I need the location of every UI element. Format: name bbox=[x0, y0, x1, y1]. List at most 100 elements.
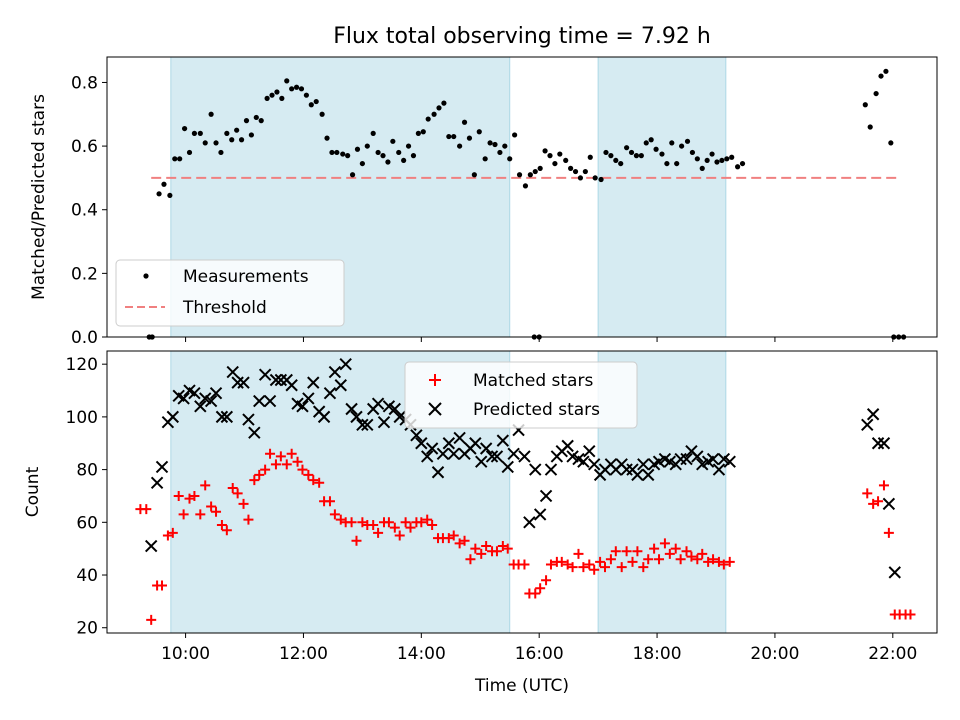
measurement-point bbox=[264, 95, 270, 101]
matched-stars-point bbox=[519, 559, 530, 570]
matched-stars-point bbox=[297, 464, 308, 475]
measurement-point bbox=[390, 138, 396, 144]
predicted-stars-point bbox=[415, 437, 428, 450]
measurement-point bbox=[370, 130, 376, 136]
matched-stars-point bbox=[600, 562, 610, 573]
measurement-point bbox=[471, 172, 477, 178]
measurement-point bbox=[873, 90, 879, 97]
legend-predicted-label: Predicted stars bbox=[473, 400, 600, 420]
top-panel: 0.00.20.40.60.8 Matched/Predicted stars … bbox=[29, 56, 938, 348]
measurement-point bbox=[234, 127, 240, 133]
measurement-point bbox=[466, 135, 473, 141]
matched-stars-point bbox=[535, 583, 546, 594]
matched-stars-point bbox=[157, 580, 168, 591]
measurement-point bbox=[284, 78, 290, 84]
matched-stars-point bbox=[638, 562, 649, 573]
x-tick-label: 20:00 bbox=[750, 644, 799, 664]
measurement-point bbox=[324, 135, 330, 141]
matched-stars-point bbox=[632, 546, 643, 557]
x-tick-label: 18:00 bbox=[633, 644, 682, 664]
predicted-stars-point bbox=[194, 400, 207, 413]
predicted-stars-point bbox=[706, 452, 720, 466]
matched-stars-point bbox=[232, 488, 243, 499]
measurement-point bbox=[638, 153, 644, 159]
measurement-point bbox=[719, 157, 725, 164]
measurement-point bbox=[186, 149, 193, 156]
legend-measurements-label: Measurements bbox=[183, 267, 309, 287]
measurement-point bbox=[608, 153, 614, 159]
predicted-stars-point bbox=[421, 450, 434, 463]
matched-stars-point bbox=[670, 543, 681, 554]
matched-stars-point bbox=[862, 488, 873, 499]
predicted-stars-point bbox=[248, 426, 261, 439]
measurement-point bbox=[689, 149, 696, 156]
matched-stars-point bbox=[481, 541, 492, 552]
predicted-stars-point bbox=[712, 463, 726, 476]
measurement-point bbox=[202, 140, 208, 146]
measurement-point bbox=[587, 154, 593, 160]
measurement-point bbox=[156, 191, 162, 197]
predicted-stars-point bbox=[533, 508, 547, 521]
measurement-point bbox=[532, 168, 538, 175]
legend-measurements-marker bbox=[143, 273, 149, 279]
measurement-point bbox=[537, 165, 543, 171]
matched-stars-point bbox=[275, 451, 286, 462]
measurement-point bbox=[191, 130, 198, 136]
x-tick-label: 14:00 bbox=[397, 644, 446, 664]
measurement-point bbox=[502, 143, 508, 149]
measurement-point bbox=[334, 149, 340, 156]
predicted-stars-point bbox=[296, 400, 309, 413]
predicted-stars-point bbox=[723, 455, 736, 468]
measurement-point bbox=[487, 140, 493, 146]
measurement-point bbox=[243, 118, 250, 124]
matched-stars-point bbox=[221, 525, 232, 536]
predicted-stars-point bbox=[496, 434, 510, 447]
legend-matched-label: Matched stars bbox=[473, 371, 593, 391]
predicted-stars-point bbox=[490, 450, 504, 463]
matched-stars-point bbox=[211, 506, 222, 517]
measurement-point bbox=[729, 154, 735, 160]
predicted-stars-point bbox=[410, 429, 423, 442]
matched-stars-point bbox=[589, 564, 600, 575]
measurement-point bbox=[709, 151, 715, 157]
predicted-stars-point bbox=[501, 460, 514, 474]
matched-stars-point bbox=[314, 477, 325, 488]
matched-stars-point bbox=[465, 554, 476, 565]
matched-stars-point bbox=[649, 543, 660, 554]
predicted-stars-point bbox=[242, 413, 255, 426]
measurement-point bbox=[431, 111, 437, 117]
predicted-stars-point bbox=[356, 418, 369, 432]
measurement-point bbox=[197, 130, 203, 136]
predicted-stars-point bbox=[888, 566, 901, 579]
measurement-point bbox=[364, 143, 370, 149]
matched-stars-point bbox=[530, 588, 541, 599]
bottom-legend: Matched stars Predicted stars bbox=[404, 361, 638, 429]
measurement-point bbox=[568, 165, 574, 171]
matched-stars-point bbox=[383, 517, 394, 528]
measurement-point bbox=[177, 156, 183, 162]
matched-stars-point bbox=[308, 475, 319, 486]
measurement-point bbox=[648, 137, 654, 143]
measurement-point bbox=[557, 151, 563, 157]
matched-stars-point bbox=[654, 554, 665, 565]
predicted-stars-point bbox=[442, 437, 456, 450]
matched-stars-point bbox=[400, 517, 411, 528]
predicted-stars-point bbox=[166, 410, 180, 424]
observation-window-2 bbox=[597, 56, 727, 338]
matched-stars-point bbox=[616, 562, 627, 573]
measurement-point bbox=[446, 133, 452, 140]
x-tick-label: 10:00 bbox=[161, 644, 210, 664]
matched-stars-point bbox=[605, 554, 616, 565]
bottom-x-axis: 10:00 12:00 14:00 16:00 18:00 20:00 22:00 bbox=[161, 633, 917, 664]
top-panel-frame bbox=[106, 56, 938, 338]
predicted-stars-point bbox=[328, 365, 342, 379]
measurement-point bbox=[739, 160, 746, 167]
matched-stars-point bbox=[227, 483, 238, 494]
predicted-stars-point bbox=[587, 458, 601, 471]
measurement-point bbox=[415, 130, 421, 136]
matched-stars-point bbox=[394, 530, 405, 541]
measurement-point bbox=[308, 102, 314, 108]
measurement-point bbox=[461, 119, 468, 125]
predicted-stars-point bbox=[388, 402, 402, 416]
predicted-stars-point bbox=[155, 460, 169, 474]
